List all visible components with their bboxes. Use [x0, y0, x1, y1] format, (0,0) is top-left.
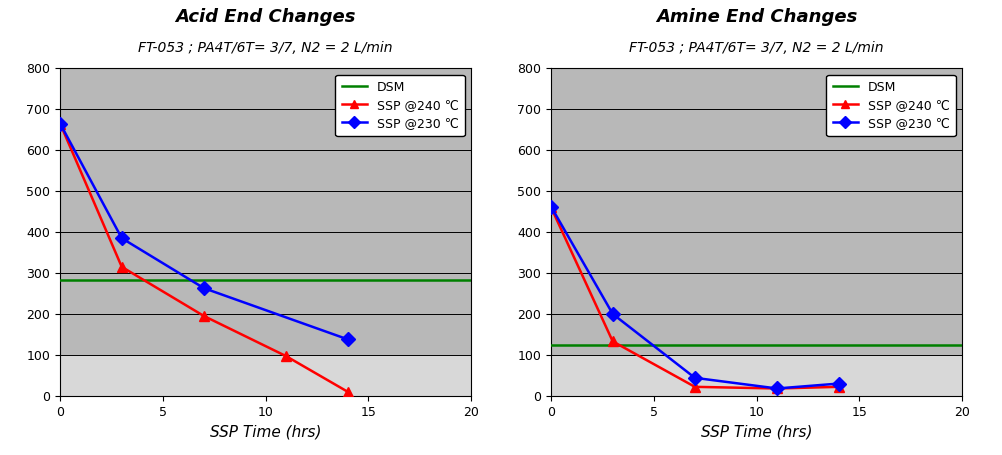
Bar: [60, 355, 471, 396]
X-axis label: SSP Time (hrs): SSP Time (hrs): [700, 424, 813, 439]
Bar: [551, 355, 962, 396]
X-axis label: SSP Time (hrs): SSP Time (hrs): [209, 424, 322, 439]
Legend: DSM, SSP @240 ℃, SSP @230 ℃: DSM, SSP @240 ℃, SSP @230 ℃: [827, 75, 956, 136]
Text: FT-053 ; PA4T/6T= 3/7, N2 = 2 L/min: FT-053 ; PA4T/6T= 3/7, N2 = 2 L/min: [138, 41, 393, 55]
Text: FT-053 ; PA4T/6T= 3/7, N2 = 2 L/min: FT-053 ; PA4T/6T= 3/7, N2 = 2 L/min: [629, 41, 884, 55]
Legend: DSM, SSP @240 ℃, SSP @230 ℃: DSM, SSP @240 ℃, SSP @230 ℃: [336, 75, 465, 136]
Text: Amine End Changes: Amine End Changes: [656, 8, 857, 25]
Text: Acid End Changes: Acid End Changes: [175, 8, 356, 25]
